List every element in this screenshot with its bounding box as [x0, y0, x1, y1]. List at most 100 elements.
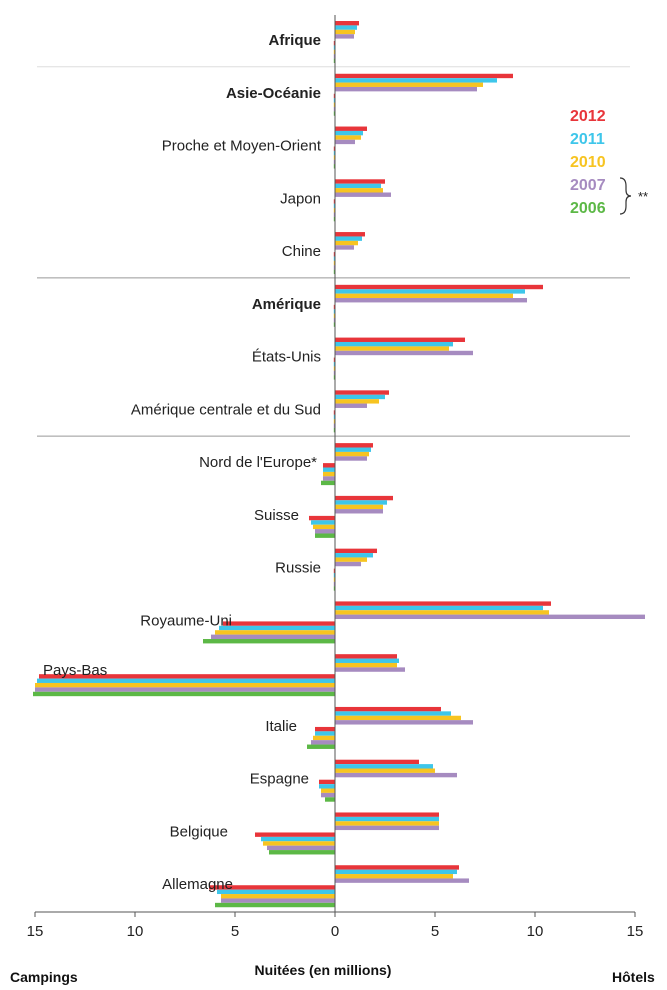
bar-hotels-allemagne-2012	[335, 865, 459, 870]
bar-hotels-asie-oc-anie-2010	[335, 82, 483, 87]
bar-campings-proche-et-moyen-orient-2011	[333, 150, 335, 156]
bar-campings-proche-et-moyen-orient-2012	[333, 146, 335, 151]
bar-campings-italie-2012	[315, 726, 335, 732]
bar-campings-chine-2010	[333, 260, 335, 266]
bar-campings-asie-oc-anie-2010	[333, 102, 335, 107]
bar-campings-japon-2006	[333, 216, 335, 222]
bar-campings-russie-2011	[333, 573, 335, 578]
category-labels: Afrique Asie-Océanie Proche et Moyen-Orien…	[43, 32, 322, 893]
bar-campings-chine-2011	[333, 256, 335, 261]
bar-hotels-japon-2011	[335, 183, 381, 189]
bar-hotels-proche-et-moyen-orient-2012	[335, 126, 367, 131]
bar-hotels-chine-2010	[335, 240, 358, 246]
bar-hotels-afrique-2007	[335, 34, 354, 39]
bar-hotels-pays-bas-2010	[335, 662, 397, 668]
bar-hotels-am-rique-2007	[335, 298, 527, 303]
bar-campings-chine-2012	[333, 252, 335, 257]
category-label-am-rique-centrale-et-du-sud: Amérique centrale et du Sud	[131, 401, 321, 418]
bar-campings-pays-bas-2007	[35, 687, 335, 692]
bar-campings-allemagne-2010	[221, 894, 335, 899]
bar-campings-japon-2012	[333, 199, 335, 204]
bar-campings-nord-de-l-europe-2012	[323, 463, 335, 468]
bar-hotels-espagne-2007	[335, 772, 457, 778]
bar-hotels-chine-2012	[335, 232, 365, 237]
bar-campings-italie-2010	[313, 735, 335, 741]
bar-campings-belgique-2006	[269, 850, 335, 855]
bar-campings-pays-bas-2006	[33, 691, 335, 697]
bar-campings-afrique-2011	[333, 45, 335, 50]
bar-campings-belgique-2012	[255, 832, 335, 837]
bar-campings-pays-bas-2010	[35, 682, 335, 688]
bar-campings-royaume-uni-2010	[215, 630, 335, 635]
bar-campings-tats-unis-2011	[333, 361, 335, 367]
x-axis-title: Nuitées (en millions)	[255, 962, 392, 978]
bar-campings-royaume-uni-2007	[211, 634, 335, 640]
x-tick-label-4: 5	[431, 923, 439, 940]
bar-campings-am-rique-2011	[333, 309, 335, 314]
bar-campings-espagne-2006	[325, 797, 335, 802]
bar-hotels-am-rique-2011	[335, 289, 525, 294]
bar-hotels-chine-2007	[335, 245, 354, 250]
bar-hotels-proche-et-moyen-orient-2007	[335, 139, 355, 145]
category-label-proche-et-moyen-orient: Proche et Moyen-Orient	[162, 138, 322, 155]
bar-campings-asie-oc-anie-2006	[333, 111, 335, 116]
bar-hotels-am-rique-centrale-et-du-sud-2011	[335, 394, 385, 400]
bar-hotels-nord-de-l-europe-2012	[335, 443, 373, 448]
bar-hotels-asie-oc-anie-2007	[335, 86, 477, 92]
bar-hotels-allemagne-2011	[335, 869, 457, 875]
bar-campings-tats-unis-2010	[333, 366, 335, 371]
group-separators	[37, 66, 630, 437]
bar-campings-russie-2007	[333, 581, 335, 587]
bar-hotels-belgique-2007	[335, 825, 439, 831]
bar-hotels-suisse-2010	[335, 504, 383, 510]
bar-hotels-royaume-uni-2007	[335, 614, 645, 620]
bar-hotels-royaume-uni-2011	[335, 605, 543, 611]
category-label-royaume-uni: Royaume-Uni	[140, 612, 232, 629]
bar-campings-tats-unis-2012	[333, 357, 335, 362]
bar-campings-pays-bas-2011	[37, 678, 335, 683]
bar-hotels-nord-de-l-europe-2007	[335, 456, 367, 461]
bar-campings-afrique-2007	[333, 54, 335, 59]
bar-hotels-russie-2007	[335, 561, 361, 567]
bar-campings-chine-2006	[333, 269, 335, 275]
bar-hotels-tats-unis-2010	[335, 346, 449, 351]
bar-campings-am-rique-2012	[333, 304, 335, 310]
category-label-pays-bas: Pays-Bas	[43, 662, 107, 679]
bar-hotels-nord-de-l-europe-2010	[335, 451, 369, 457]
bar-hotels-pays-bas-2012	[335, 654, 397, 659]
bar-hotels-japon-2007	[335, 192, 391, 197]
bar-campings-am-rique-centrale-et-du-sud-2011	[333, 414, 335, 420]
category-label-suisse: Suisse	[254, 507, 299, 524]
bar-campings-am-rique-centrale-et-du-sud-2010	[333, 419, 335, 424]
bar-campings-suisse-2011	[311, 520, 335, 525]
bar-hotels-espagne-2010	[335, 768, 435, 773]
bar-hotels-suisse-2011	[335, 500, 387, 505]
bar-campings-royaume-uni-2006	[203, 639, 335, 644]
bar-hotels-afrique-2012	[335, 21, 359, 26]
bar-campings-nord-de-l-europe-2006	[321, 480, 335, 486]
category-label-nord-de-l-europe: Nord de l'Europe*	[199, 454, 317, 471]
bar-campings-asie-oc-anie-2007	[333, 106, 335, 112]
bar-hotels-russie-2012	[335, 548, 377, 554]
bar-hotels-proche-et-moyen-orient-2010	[335, 135, 361, 140]
bar-hotels-pays-bas-2011	[335, 658, 399, 663]
bar-hotels-royaume-uni-2010	[335, 610, 549, 615]
bar-campings-nord-de-l-europe-2010	[323, 471, 335, 477]
bar-campings-am-rique-2007	[333, 318, 335, 323]
bar-campings-pays-bas-2012	[39, 674, 335, 679]
bar-hotels-proche-et-moyen-orient-2011	[335, 130, 363, 136]
bar-hotels-suisse-2007	[335, 509, 383, 514]
bar-campings-russie-2006	[333, 586, 335, 591]
bar-campings-espagne-2012	[319, 779, 335, 785]
bar-campings-japon-2007	[333, 212, 335, 217]
bar-campings-am-rique-2010	[333, 313, 335, 319]
bar-campings-chine-2007	[333, 265, 335, 270]
legend-entry-2007: 2007	[570, 177, 606, 194]
bar-campings-asie-oc-anie-2011	[333, 98, 335, 103]
bar-hotels-pays-bas-2007	[335, 667, 405, 672]
bar-hotels-nord-de-l-europe-2011	[335, 447, 371, 452]
x-tick-label-5: 10	[527, 923, 544, 940]
bar-hotels-japon-2010	[335, 188, 383, 193]
legend: 2012 2011 2010 2007 2006 **	[570, 108, 648, 217]
